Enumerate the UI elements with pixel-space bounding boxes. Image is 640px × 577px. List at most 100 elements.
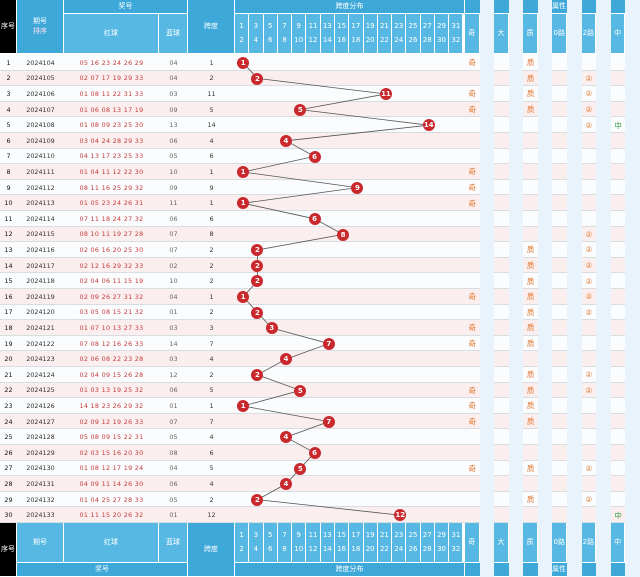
row-span-value: 6 xyxy=(209,214,214,223)
dist-number-label: 11 xyxy=(308,531,318,540)
dist-number-label: 5 xyxy=(267,22,273,31)
dist-omission-cell xyxy=(279,71,293,87)
dist-omission-cell xyxy=(293,492,307,508)
dist-omission-cell xyxy=(265,429,279,445)
dist-omission-cell xyxy=(393,289,407,305)
dist-omission-cell xyxy=(236,320,250,336)
dist-omission-cell xyxy=(236,305,250,321)
dist-omission-cell xyxy=(422,273,436,289)
dist-omission-cell xyxy=(336,351,350,367)
attr-cell: ② xyxy=(585,495,593,505)
dist-omission-cell xyxy=(422,305,436,321)
dist-omission-cell xyxy=(265,133,279,149)
attr-cell xyxy=(611,336,626,352)
row-blue-ball: 07 xyxy=(169,230,178,239)
dist-omission-cell xyxy=(350,289,364,305)
attr-cell: 奇 xyxy=(468,105,477,115)
dist-omission-cell xyxy=(450,102,464,118)
attr-cell: 中 xyxy=(614,120,622,130)
attr-cell xyxy=(465,133,480,149)
dist-omission-cell xyxy=(279,211,293,227)
attr-cell xyxy=(552,414,567,430)
dist-omission-cell xyxy=(350,164,364,180)
dist-omission-cell xyxy=(407,445,421,461)
attr-cell xyxy=(465,367,480,383)
dist-omission-cell xyxy=(422,492,436,508)
dist-number-label: 10 xyxy=(294,35,304,44)
attr-cell: 质 xyxy=(526,73,535,83)
attr-cell: 中 xyxy=(614,510,622,520)
row-blue-ball: 12 xyxy=(169,370,178,379)
dist-omission-cell xyxy=(279,55,293,71)
dist-number-label: 8 xyxy=(282,544,287,553)
attr-cell xyxy=(552,180,567,196)
dist-number-cell: 19 20 xyxy=(363,523,378,563)
attr-cell xyxy=(582,445,597,461)
dist-omission-cell xyxy=(236,71,250,87)
dist-omission-cell xyxy=(322,398,336,414)
dist-number-label: 16 xyxy=(337,35,347,44)
row-blue-ball: 11 xyxy=(169,199,178,208)
dist-omission-cell xyxy=(379,211,393,227)
row-span-value: 1 xyxy=(209,167,214,176)
attr-cell xyxy=(494,429,509,445)
row-period: 2024126 xyxy=(26,401,55,410)
dist-omission-cell xyxy=(379,305,393,321)
dist-omission-cell xyxy=(350,117,364,133)
dist-omission-cell xyxy=(265,507,279,523)
dist-omission-cell xyxy=(422,227,436,243)
row-index: 12 xyxy=(4,230,13,239)
dist-omission-cell xyxy=(379,149,393,165)
dist-omission-cell xyxy=(322,227,336,243)
row-red-balls: 02 06 08 22 23 28 xyxy=(79,355,144,364)
dist-omission-cell xyxy=(422,195,436,211)
dist-omission-cell xyxy=(250,180,264,196)
footer-span: 跨度 xyxy=(188,523,235,577)
attr-cell xyxy=(494,445,509,461)
attr-cell: ② xyxy=(585,229,593,239)
dist-omission-cell xyxy=(436,398,450,414)
dist-omission-cell xyxy=(322,149,336,165)
attr-cell xyxy=(552,383,567,399)
dist-number-label: 30 xyxy=(437,544,446,553)
dist-number-label: 30 xyxy=(437,35,446,44)
dist-omission-cell xyxy=(407,180,421,196)
dist-omission-cell xyxy=(336,492,350,508)
attr-cell xyxy=(582,398,597,414)
dist-omission-cell xyxy=(279,258,293,274)
row-red-balls: 02 12 16 29 32 33 xyxy=(79,261,144,270)
dist-omission-cell xyxy=(307,102,321,118)
dist-omission-cell xyxy=(365,71,379,87)
dist-omission-cell xyxy=(307,117,321,133)
header-sort-label[interactable]: 排序 xyxy=(33,26,47,35)
attr-cell xyxy=(494,211,509,227)
dist-omission-cell xyxy=(336,367,350,383)
attr-cell xyxy=(611,445,626,461)
row-period: 2024112 xyxy=(26,183,55,192)
row-span-value: 14 xyxy=(207,121,216,130)
header-period[interactable]: 期号 排序 xyxy=(17,0,64,54)
dist-omission-cell xyxy=(450,273,464,289)
dist-omission-cell xyxy=(422,351,436,367)
attr-cell xyxy=(523,133,538,149)
dist-omission-cell xyxy=(293,86,307,102)
dist-omission-cell xyxy=(393,55,407,71)
row-span-value: 1 xyxy=(209,58,214,67)
dist-omission-cell xyxy=(450,180,464,196)
dist-omission-cell xyxy=(279,180,293,196)
dist-omission-cell xyxy=(393,195,407,211)
dist-number-label: 3 xyxy=(253,531,259,540)
row-index: 9 xyxy=(6,183,11,192)
row-index: 16 xyxy=(4,292,13,301)
dist-omission-cell xyxy=(393,461,407,477)
row-index: 27 xyxy=(4,464,13,473)
dist-omission-cell xyxy=(379,289,393,305)
dist-omission-cell xyxy=(365,383,379,399)
row-index: 26 xyxy=(4,448,13,457)
dist-number-label: 10 xyxy=(294,544,304,553)
attr-cell xyxy=(494,336,509,352)
dist-omission-cell xyxy=(279,367,293,383)
row-index: 25 xyxy=(4,433,13,442)
dist-omission-cell xyxy=(365,336,379,352)
